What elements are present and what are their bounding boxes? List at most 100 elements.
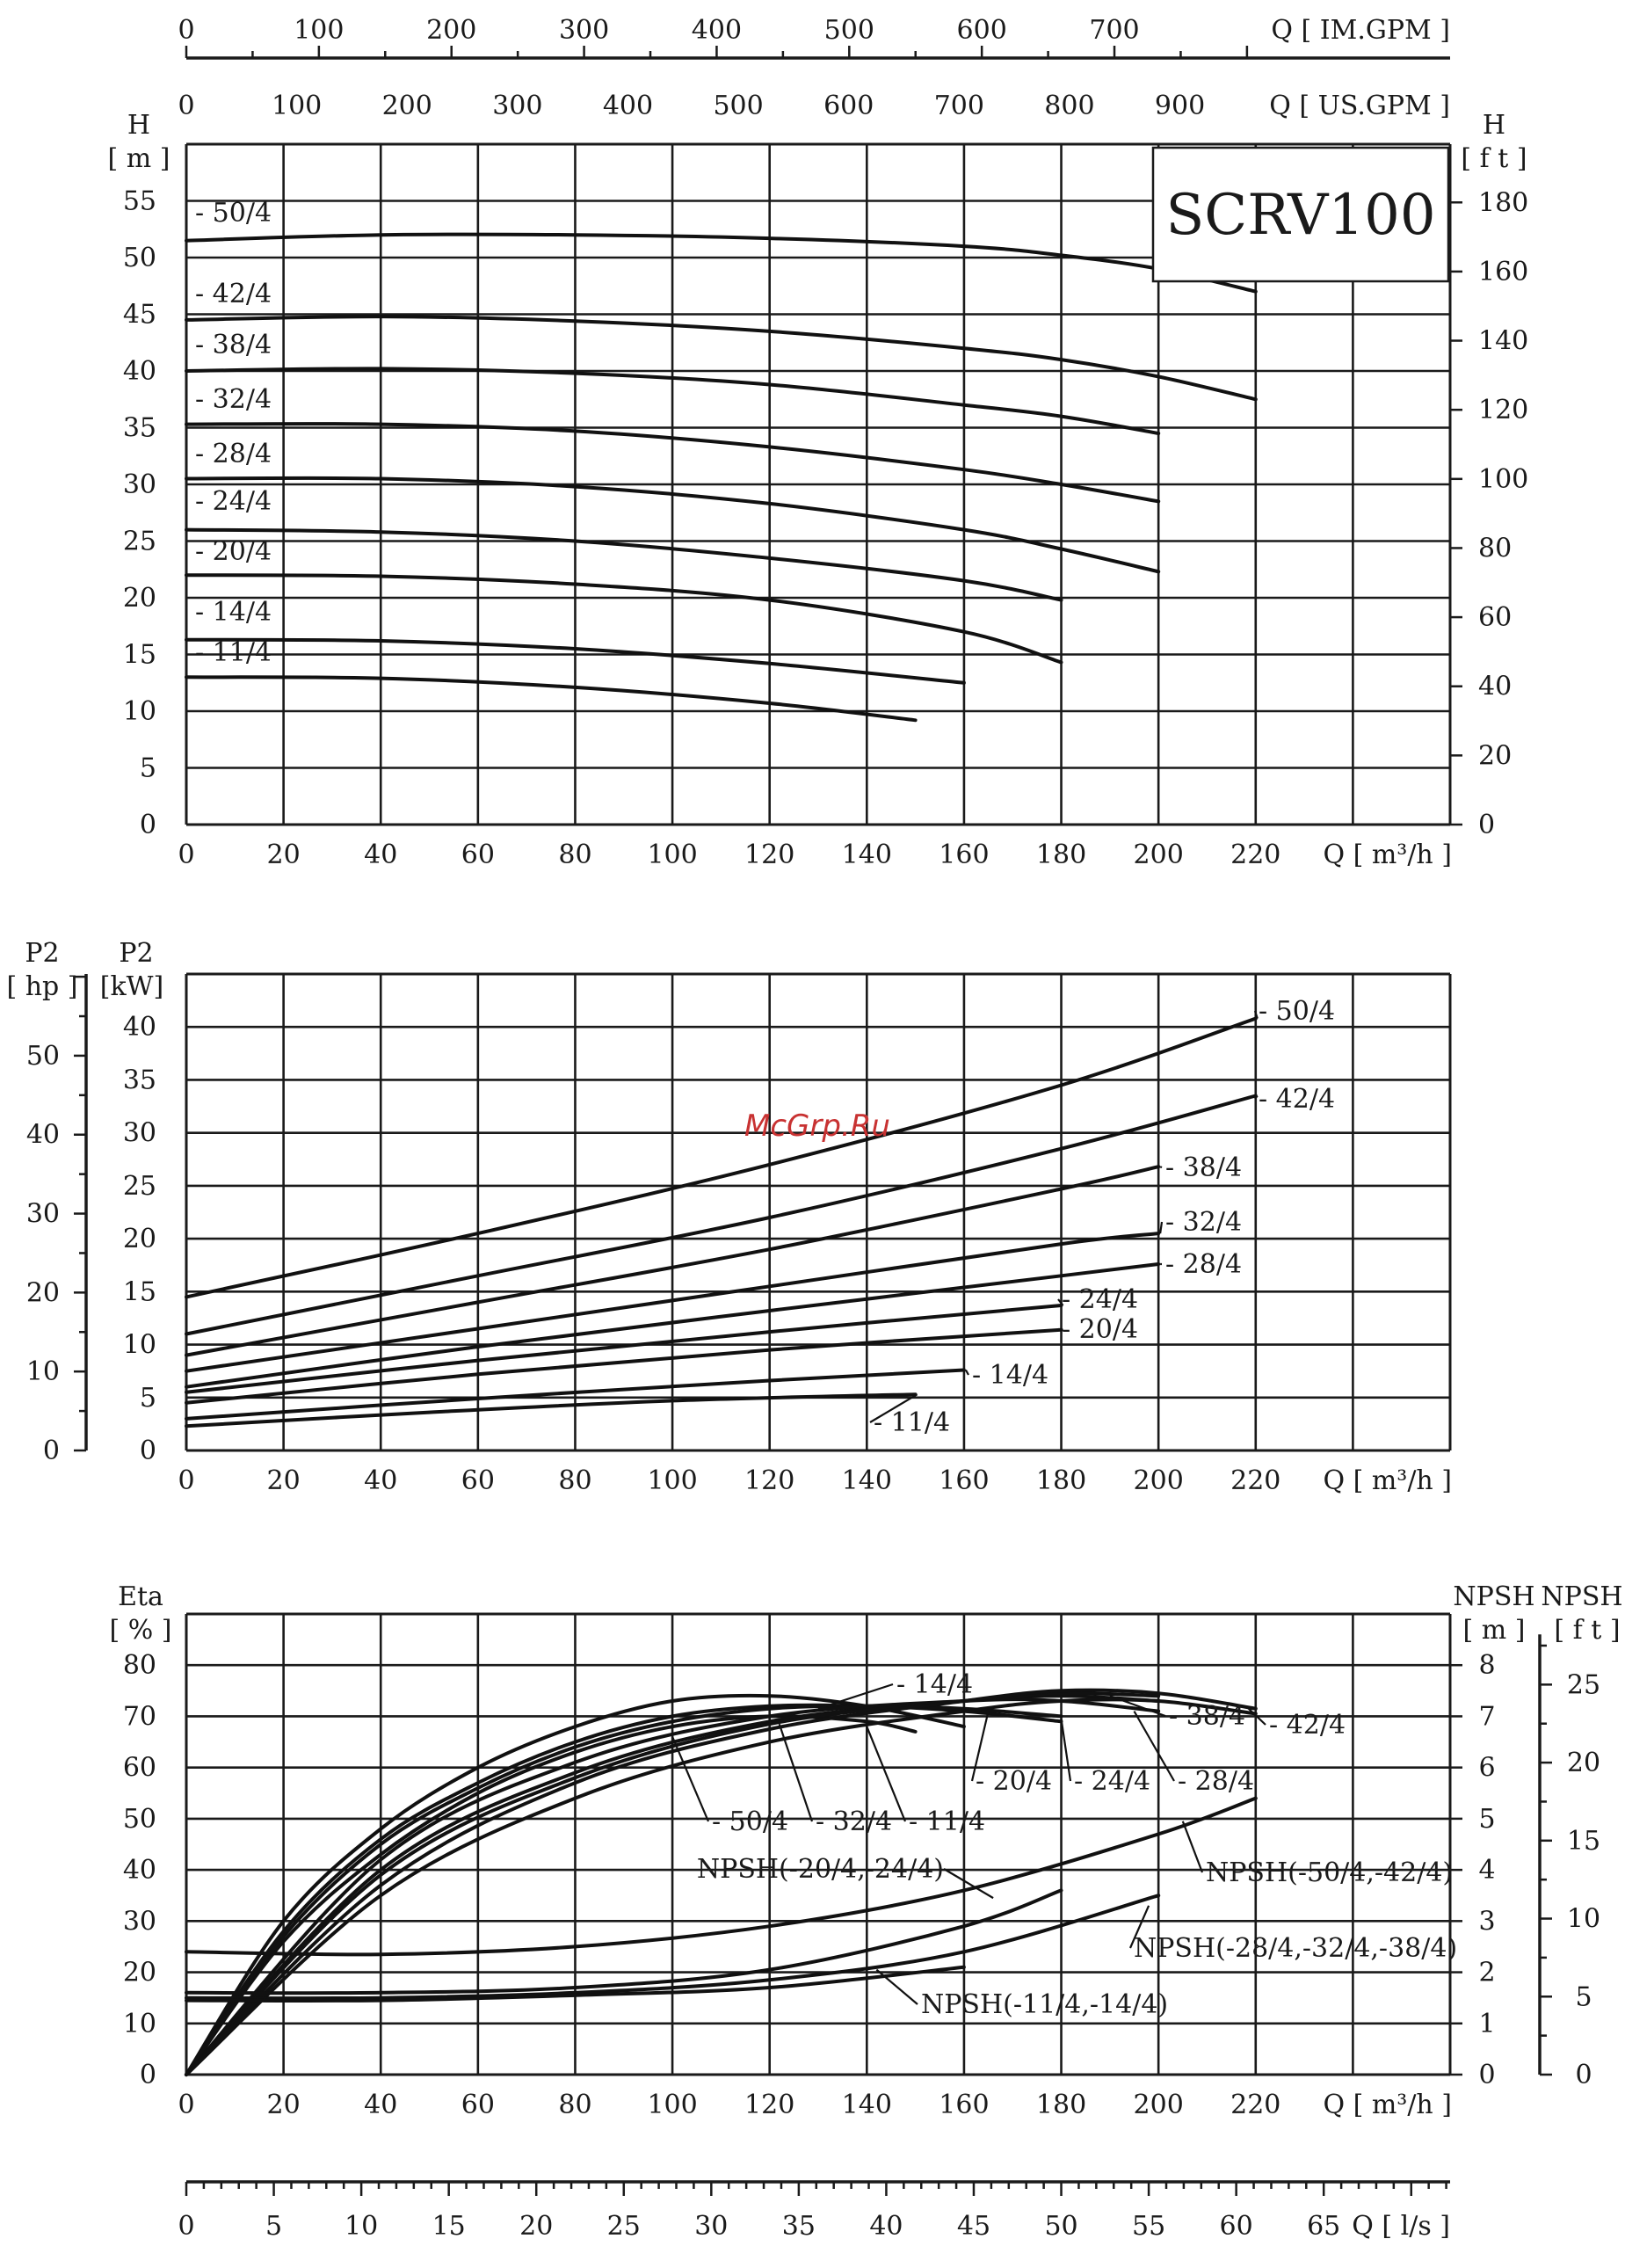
us-gpm-tick-label: 500: [713, 91, 763, 121]
x-tick-label: 60: [461, 1465, 495, 1496]
series-label: - 14/4: [195, 597, 272, 628]
series-label: NPSH(-28/4,-32/4,-38/4): [1134, 1933, 1457, 1964]
x-tick-label: 180: [1036, 840, 1086, 870]
series-line: [185, 675, 918, 723]
im-gpm-tick-label: 500: [824, 15, 874, 46]
x-tick-label: 220: [1230, 840, 1280, 870]
y-tick-label: 70: [123, 1701, 156, 1732]
x-tick-label: 60: [461, 840, 495, 870]
series-label: - 20/4: [1062, 1314, 1138, 1345]
y2-tick-label: 140: [1478, 326, 1528, 357]
x-tick-label: 120: [744, 1465, 794, 1496]
hp-tick-label: 30: [26, 1199, 60, 1230]
im-gpm-tick-label: 100: [294, 15, 344, 46]
series-label: - 32/4: [816, 1806, 892, 1837]
y-axis-title: Eta: [118, 1581, 163, 1612]
npsh-ft-tick-label: 20: [1567, 1748, 1600, 1778]
series-line: [185, 527, 1063, 602]
y-tick-label: 80: [123, 1650, 156, 1681]
x-axis-label: Q [ m³/h ]: [1323, 2090, 1452, 2120]
im-gpm-tick-label: 300: [559, 15, 609, 46]
npsh-line: [185, 1894, 1161, 2001]
x-tick-label: 140: [842, 840, 892, 870]
y2-tick-label: 160: [1478, 257, 1528, 287]
y2-tick-label: 60: [1478, 602, 1512, 633]
y-tick-label: 15: [123, 640, 156, 671]
npsh-m-tick-label: 1: [1478, 2009, 1495, 2039]
y-axis-unit: [kW]: [100, 971, 163, 1002]
series-label: - 42/4: [1259, 1084, 1335, 1115]
ls-tick-label: 60: [1220, 2211, 1253, 2242]
x-tick-label: 200: [1134, 840, 1184, 870]
npsh-line: [185, 1796, 1258, 1957]
label-leader: [943, 1868, 994, 1900]
label-leader: [671, 1736, 710, 1822]
ls-tick-label: 40: [869, 2211, 903, 2242]
series-line: [185, 232, 1258, 294]
series-line: [185, 367, 1161, 435]
series-label: - 24/4: [195, 486, 272, 517]
ls-tick-label: 50: [1044, 2211, 1077, 2242]
series-line: [185, 476, 1161, 574]
npsh-m-tick-label: 5: [1478, 1804, 1495, 1835]
x-tick-label: 160: [939, 840, 989, 870]
us-gpm-tick-label: 300: [492, 91, 542, 121]
label-leader: [1060, 1719, 1072, 1782]
y2-tick-label: 40: [1478, 672, 1512, 702]
x-tick-label: 60: [461, 2090, 495, 2120]
label-leader: [1109, 1695, 1166, 1718]
y-tick-label: 5: [140, 753, 156, 784]
series-line: [185, 573, 1063, 665]
hp-tick-label: 10: [26, 1356, 60, 1387]
npsh-m-tick-label: 6: [1478, 1753, 1495, 1784]
y2-tick-label: 100: [1478, 464, 1528, 495]
label-leader: [869, 1393, 918, 1423]
series-label: - 20/4: [195, 536, 272, 567]
y-tick-label: 10: [123, 696, 156, 727]
label-leader: [1254, 1094, 1259, 1100]
x-tick-label: 0: [178, 2090, 194, 2120]
npsh-m-tick-label: 8: [1478, 1650, 1495, 1681]
us-gpm-tick-label: 200: [382, 91, 432, 121]
series-line: [185, 1688, 1258, 2076]
npsh-m-axis-title: NPSH: [1453, 1581, 1534, 1612]
series-line: [185, 1693, 966, 2076]
y-tick-label: 35: [123, 413, 156, 444]
series-label: NPSH(-20/4,-24/4): [697, 1854, 944, 1885]
label-leader: [1057, 1298, 1064, 1306]
series-line: [185, 1392, 918, 1428]
y-tick-label: 5: [140, 1383, 156, 1414]
hp-tick-label: 20: [26, 1277, 60, 1308]
series-label: - 11/4: [874, 1407, 950, 1438]
us-gpm-tick-label: 600: [823, 91, 874, 121]
x-tick-label: 100: [647, 2090, 697, 2120]
ls-axis-label: Q [ l/s ]: [1352, 2211, 1450, 2242]
label-leader: [1244, 1705, 1266, 1726]
x-tick-label: 220: [1230, 2090, 1280, 2120]
label-leader: [1128, 1905, 1150, 1949]
y-tick-label: 50: [123, 243, 156, 273]
us-gpm-tick-label: 900: [1155, 91, 1205, 121]
y-tick-label: 55: [123, 186, 156, 217]
series-label: - 28/4: [1178, 1766, 1254, 1797]
y-tick-label: 10: [123, 1330, 156, 1361]
im-gpm-tick-label: 200: [426, 15, 476, 46]
series-line: [185, 637, 966, 685]
series-line: [185, 1697, 1161, 2076]
series-label: - 14/4: [972, 1360, 1048, 1391]
chart-title: SCRV100: [1165, 183, 1435, 248]
label-leader: [964, 1369, 969, 1376]
series-label: - 42/4: [1269, 1710, 1346, 1741]
series-line: [185, 1232, 1161, 1373]
label-leader: [817, 1683, 894, 1710]
ls-tick-label: 0: [178, 2211, 194, 2242]
label-leader: [970, 1711, 990, 1782]
y-tick-label: 20: [123, 1958, 156, 1988]
ls-tick-label: 35: [782, 2211, 816, 2242]
ls-tick-label: 65: [1307, 2211, 1340, 2242]
npsh-m-tick-label: 3: [1478, 1906, 1495, 1937]
hp-axis-unit: [ hp ]: [6, 971, 77, 1002]
x-tick-label: 0: [178, 840, 194, 870]
series-label: - 32/4: [1165, 1207, 1242, 1238]
